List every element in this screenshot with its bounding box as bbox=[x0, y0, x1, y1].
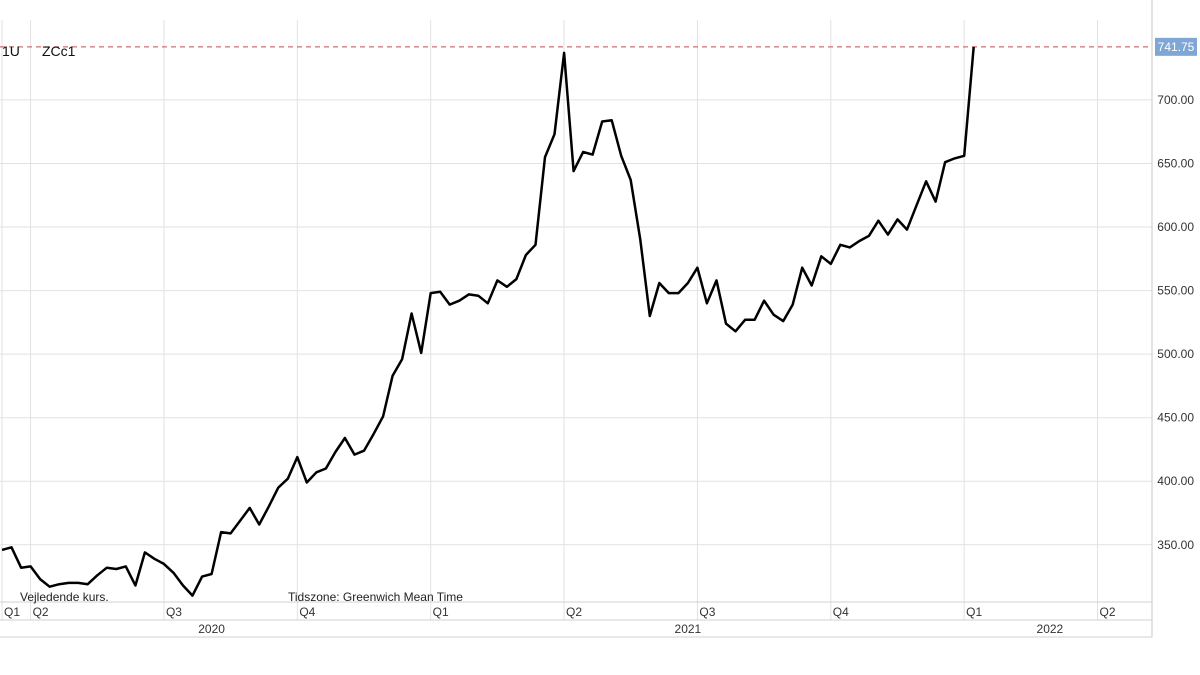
series-line-zcc1 bbox=[1, 46, 975, 597]
year-label: 2020 bbox=[198, 622, 225, 636]
x-tick-label: Q1 bbox=[966, 605, 982, 619]
x-tick-label: Q4 bbox=[299, 605, 315, 619]
x-axis-year-labels: 2020 2021 2022 bbox=[198, 622, 1063, 636]
y-tick-label: 350.00 bbox=[1157, 538, 1194, 552]
grid-lines bbox=[0, 20, 1152, 620]
x-tick-label: Q2 bbox=[1100, 605, 1116, 619]
year-label: 2021 bbox=[675, 622, 702, 636]
x-tick-label: Q4 bbox=[833, 605, 849, 619]
y-tick-label: 600.00 bbox=[1157, 220, 1194, 234]
y-tick-label: 500.00 bbox=[1157, 347, 1194, 361]
timezone-note: Tidszone: Greenwich Mean Time bbox=[288, 590, 463, 604]
y-tick-label: 650.00 bbox=[1157, 156, 1194, 170]
last-price-badge: 741.75 bbox=[1155, 37, 1197, 56]
y-axis-ticks: 350.00 400.00 450.00 500.00 550.00 600.00 650.… bbox=[1157, 93, 1194, 552]
symbol-prefix: 1U bbox=[2, 43, 20, 59]
x-tick-label: Q2 bbox=[566, 605, 582, 619]
x-tick-label: Q1 bbox=[4, 605, 20, 619]
x-tick-label: Q3 bbox=[699, 605, 715, 619]
y-tick-label: 450.00 bbox=[1157, 411, 1194, 425]
symbol-label: ZCc1 bbox=[42, 43, 76, 59]
year-label: 2022 bbox=[1037, 622, 1064, 636]
x-tick-label: Q3 bbox=[166, 605, 182, 619]
y-tick-label: 400.00 bbox=[1157, 474, 1194, 488]
last-price-label: 741.75 bbox=[1158, 40, 1195, 54]
axes bbox=[0, 0, 1153, 638]
last-price-badge-bg bbox=[1155, 37, 1197, 56]
y-tick-label: 550.00 bbox=[1157, 284, 1194, 298]
x-tick-label: Q1 bbox=[433, 605, 449, 619]
y-tick-label: 700.00 bbox=[1157, 93, 1194, 107]
x-tick-label: Q2 bbox=[33, 605, 49, 619]
x-axis-quarter-ticks: Q1 Q2 Q3 Q4 Q1 Q2 Q3 Q4 Q1 Q2 bbox=[4, 605, 1116, 619]
price-note: Vejledende kurs. bbox=[20, 590, 109, 604]
